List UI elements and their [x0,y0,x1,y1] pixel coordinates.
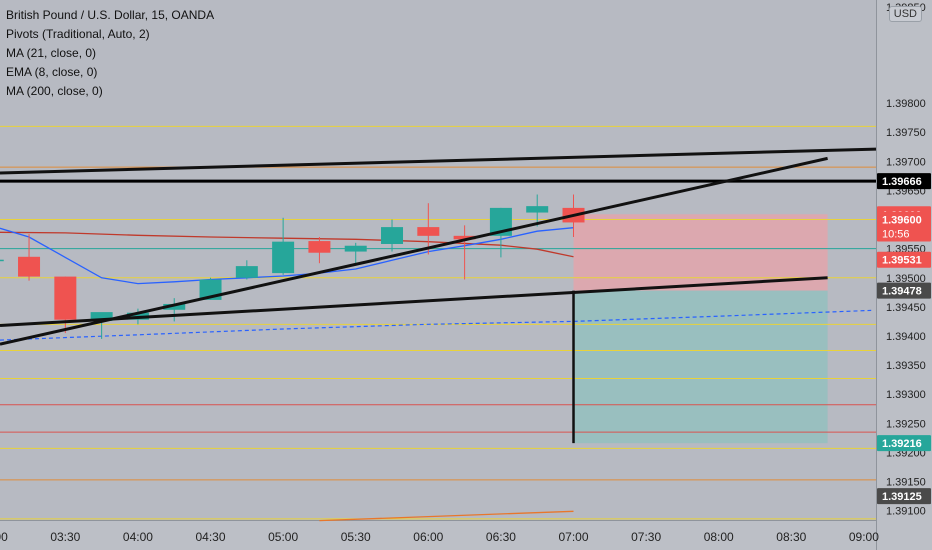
currency-button[interactable]: USD [888,6,922,22]
ema8-dashed-line [0,309,872,341]
price-label-tag [877,173,931,190]
price-tick-label: 1.39300 [886,389,926,401]
candle-body [18,256,41,277]
legend-pivots[interactable]: Pivots (Traditional, Auto, 2) [6,27,150,41]
candle-body [489,207,512,236]
candle-body [0,259,4,262]
price-tick-label: 1.39350 [886,360,926,372]
orange-trend-line [319,510,574,522]
trendline [0,276,828,328]
candle-body [163,303,186,310]
time-tick-label: 08:30 [776,530,806,544]
price-tick-label: 1.39400 [886,331,926,343]
price-tick-label: 1.39700 [886,156,926,168]
price-label-text: 1.39531 [882,255,922,267]
price-axis-bg [876,0,932,550]
time-tick-label: 03:30 [50,530,80,544]
price-label-tag [877,251,931,268]
time-tick-label: 09:00 [849,530,879,544]
candle-body [90,312,113,321]
time-tick-label: 07:30 [631,530,661,544]
price-label-text: 1.39478 [882,286,922,298]
legend-ema8[interactable]: EMA (8, close, 0) [6,65,98,79]
price-tick-label: 1.39500 [886,273,926,285]
price-tick-label: 1.39800 [886,98,926,110]
time-tick-label: 07:00 [558,530,588,544]
ma21-line [0,227,574,285]
time-tick-label: 03:00 [0,530,8,544]
price-tick-label: 1.39750 [886,127,926,139]
price-label-tag [877,211,931,242]
price-label-text: 1.39666 [882,176,922,188]
trendline [0,147,877,175]
candle-body [381,227,404,244]
time-tick-label: 06:00 [413,530,443,544]
time-tick-label: 04:30 [196,530,226,544]
candle-body [526,206,549,213]
trendline [0,156,828,346]
candle-body [308,241,331,253]
price-tick-label: 1.39250 [886,418,926,430]
price-tick-label: 1.39450 [886,302,926,314]
price-label-tag [877,488,931,505]
candle-body [54,276,77,320]
price-label-tag [877,435,931,452]
price-label-text: 1.39216 [882,438,922,450]
time-tick-label: 05:00 [268,530,298,544]
price-tick-label: 1.39150 [886,477,926,489]
symbol-title[interactable]: British Pound / U.S. Dollar, 15, OANDA [6,8,215,22]
time-tick-label: 08:00 [704,530,734,544]
time-axis-bg [0,520,876,550]
countdown-label: 10:56 [882,229,910,241]
candle-body [272,241,295,274]
time-tick-label: 06:30 [486,530,516,544]
legend-ma21[interactable]: MA (21, close, 0) [6,46,97,60]
time-tick-label: 05:30 [341,530,371,544]
legend-ma200[interactable]: MA (200, close, 0) [6,84,103,98]
take-profit-zone [573,290,828,444]
price-label-text: 1.39600 [882,215,922,227]
candle-body [235,266,258,278]
candle-body [417,227,440,236]
indicator-legend: British Pound / U.S. Dollar, 15, OANDA P… [6,6,214,101]
time-tick-label: 04:00 [123,530,153,544]
candle-body [453,235,476,240]
candle-body [344,245,367,252]
price-label-text: 1.39125 [882,491,922,503]
price-label-tag [877,282,931,299]
price-tick-label: 1.39100 [886,506,926,518]
